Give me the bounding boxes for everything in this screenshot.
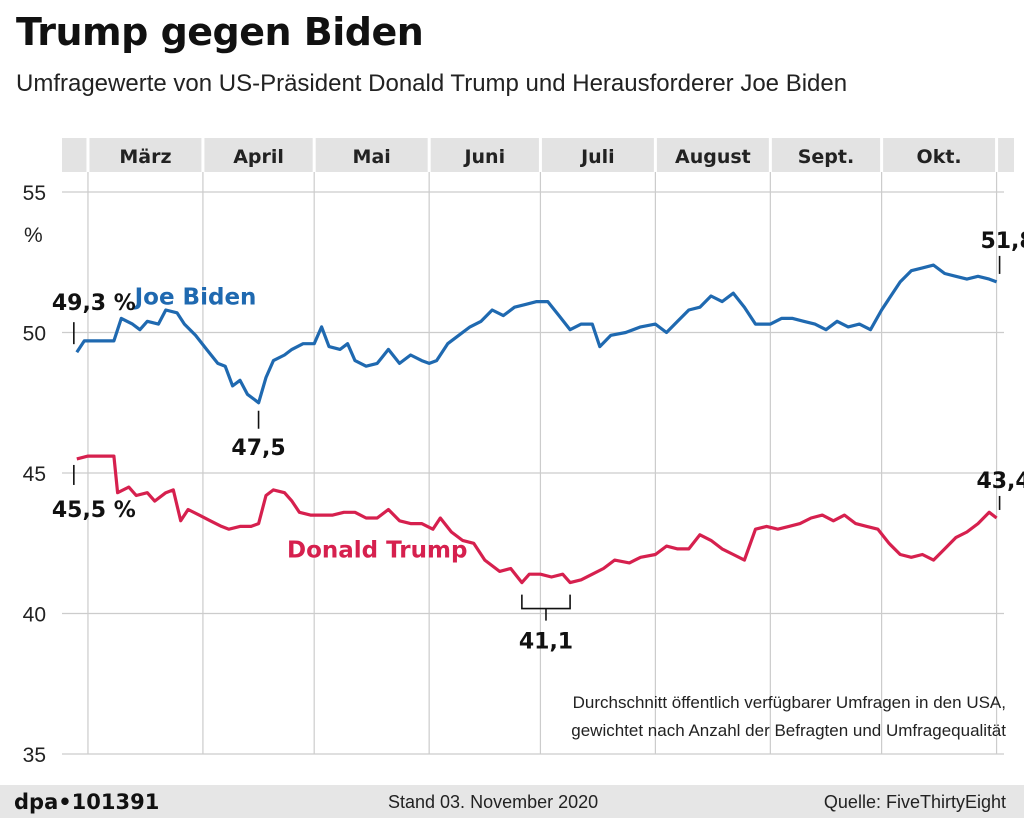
annotation-bracket: [521, 594, 571, 621]
month-label: April: [233, 146, 284, 168]
series-line-biden: [75, 263, 998, 405]
y-tick-label: 50: [23, 323, 46, 346]
chart-note: Durchschnitt öffentlich verfügbarer Umfr…: [571, 693, 1006, 740]
y-tick-label: 35: [23, 744, 46, 767]
annotation-label: 51,8: [980, 229, 1024, 254]
series: Joe Biden Donald Trump: [75, 263, 998, 585]
month-header-band: März April Mai Juni Juli August Sept. Okt.: [62, 138, 1014, 172]
month-label: März: [119, 146, 171, 168]
annotation-label: 49,3 %: [52, 291, 136, 316]
annotation-label: 41,1: [519, 630, 573, 655]
annotations: 49,3 % 47,5 51,8 45,5 % 41,1 43,4: [52, 229, 1024, 655]
footer: dpa•101391 Stand 03. November 2020 Quell…: [0, 785, 1024, 818]
month-band-bg: [62, 138, 1014, 172]
dpa-logo: dpa•101391: [14, 790, 160, 814]
y-tick-label: 40: [23, 604, 46, 627]
y-tick-label: 55: [23, 182, 46, 205]
series-line-trump: [76, 454, 998, 585]
y-tick-label: 45: [23, 463, 46, 486]
annotation-label: 45,5 %: [52, 498, 136, 523]
month-label: Sept.: [798, 146, 854, 168]
series-label: Joe Biden: [133, 284, 257, 310]
y-axis: % 55 50 45 40 35: [23, 182, 46, 767]
chart-title: Trump gegen Biden: [16, 10, 424, 54]
note-line-2: gewichtet nach Anzahl der Befragten und …: [571, 721, 1006, 740]
series-label: Donald Trump: [287, 537, 467, 563]
month-label: Mai: [353, 146, 391, 168]
gridlines: [62, 172, 1004, 755]
month-label: Juni: [462, 146, 505, 168]
stand-date: Stand 03. November 2020: [388, 792, 599, 812]
annotation-label: 47,5: [231, 436, 285, 461]
source: Quelle: FiveThirtyEight: [823, 792, 1006, 812]
note-line-1: Durchschnitt öffentlich verfügbarer Umfr…: [573, 693, 1006, 712]
annotation-label: 43,4: [976, 469, 1024, 494]
line-chart: März April Mai Juni Juli August Sept. Okt. % 55…: [23, 138, 1024, 767]
chart-subtitle: Umfragewerte von US-Präsident Donald Tru…: [16, 70, 848, 97]
month-label: Okt.: [917, 146, 962, 168]
y-axis-unit: %: [24, 224, 43, 247]
month-label: August: [675, 146, 751, 168]
month-label: Juli: [579, 146, 615, 168]
